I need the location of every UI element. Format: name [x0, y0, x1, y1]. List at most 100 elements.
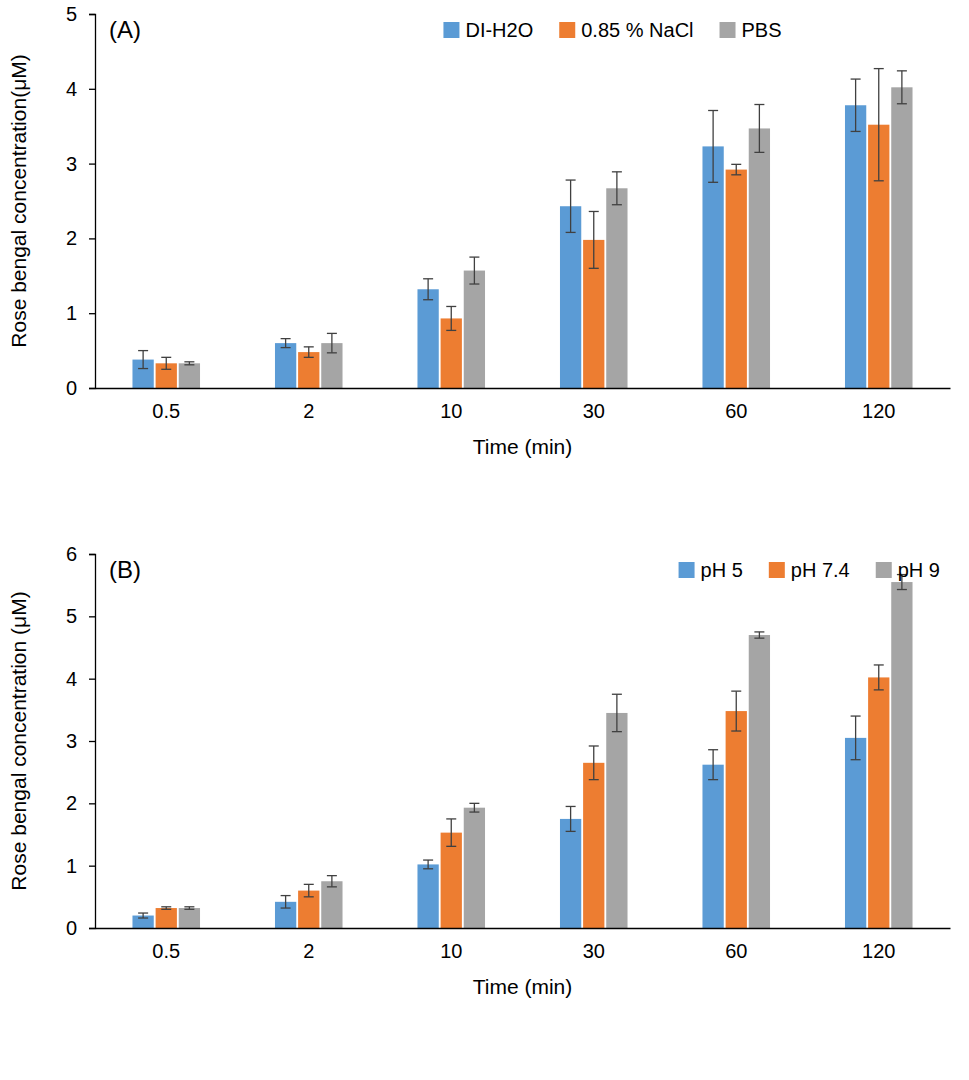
- error-bar-line: [423, 299, 433, 300]
- error-bar-line: [712, 750, 713, 780]
- error-bar-line: [851, 759, 861, 760]
- error-bar-line: [474, 803, 475, 812]
- tick: 1: [66, 302, 95, 324]
- error-bar-line: [754, 104, 764, 105]
- tick-label: 10: [440, 400, 462, 422]
- error-bar-line: [423, 278, 433, 279]
- tick: 10: [440, 940, 462, 962]
- error-bar: [327, 333, 337, 352]
- tick-label: 120: [862, 940, 895, 962]
- error-bar-line: [593, 211, 594, 268]
- panel-label: (A): [109, 16, 141, 43]
- error-bar-line: [731, 690, 741, 691]
- error-bar-line: [331, 333, 332, 352]
- bar: [417, 864, 438, 928]
- series: [156, 69, 890, 388]
- error-bar-line: [327, 886, 337, 887]
- tick-mark: [89, 554, 95, 555]
- error-bar: [851, 79, 861, 131]
- error-bar: [423, 860, 433, 869]
- error-bar: [446, 306, 456, 330]
- error-bar-line: [446, 846, 456, 847]
- legend-item: pH 9: [876, 559, 940, 581]
- error-bar: [708, 750, 718, 780]
- error-bar-line: [327, 333, 337, 334]
- legend-label: DI-H2O: [465, 19, 533, 41]
- error-bar-line: [451, 306, 452, 330]
- error-bar-line: [138, 917, 148, 918]
- bar: [179, 908, 200, 928]
- error-bar-line: [708, 779, 718, 780]
- error-bar-line: [612, 171, 622, 172]
- error-bar: [469, 803, 479, 812]
- legend-swatch: [443, 22, 459, 38]
- error-bar: [304, 884, 314, 896]
- y-axis: 012345: [66, 3, 96, 399]
- tick-label: 30: [583, 400, 605, 422]
- error-bar-line: [281, 895, 291, 896]
- bar: [726, 711, 747, 928]
- panel-label: (B): [109, 556, 141, 583]
- legend-item: DI-H2O: [443, 19, 533, 41]
- error-bar: [589, 211, 599, 268]
- tick: 4: [66, 78, 95, 100]
- error-bar-line: [469, 803, 479, 804]
- error-bar: [138, 351, 148, 369]
- error-bar: [874, 69, 884, 181]
- tick: 0: [66, 917, 95, 939]
- bar: [891, 87, 912, 388]
- legend-label: pH 5: [701, 559, 743, 581]
- legend: DI-H2O0.85 % NaClPBS: [443, 19, 781, 41]
- error-bar-line: [616, 172, 617, 205]
- bar: [845, 105, 866, 388]
- tick-label: 2: [66, 792, 77, 814]
- error-bar: [446, 819, 456, 846]
- error-bar-line: [708, 110, 718, 111]
- error-bar-line: [281, 338, 291, 339]
- error-bar-line: [308, 884, 309, 896]
- error-bar: [281, 896, 291, 908]
- bar: [749, 128, 770, 388]
- bar: [179, 363, 200, 388]
- tick: 120: [862, 940, 895, 962]
- bar: [726, 170, 747, 388]
- error-bar-line: [427, 279, 428, 300]
- bar: [749, 635, 770, 928]
- legend-label: 0.85 % NaCl: [581, 19, 693, 41]
- tick-label: 4: [66, 78, 77, 100]
- legend-swatch: [769, 562, 785, 578]
- error-bar-line: [731, 730, 741, 731]
- error-bar: [281, 339, 291, 348]
- tick-label: 3: [66, 153, 77, 175]
- tick-mark: [89, 741, 95, 742]
- tick-label: 2: [303, 940, 314, 962]
- error-bar-line: [451, 819, 452, 846]
- legend-swatch: [720, 22, 736, 38]
- legend-item: pH 7.4: [769, 559, 850, 581]
- error-bar-line: [281, 347, 291, 348]
- error-bar-line: [166, 357, 167, 369]
- error-bar-line: [423, 868, 433, 869]
- tick: 30: [583, 940, 605, 962]
- error-bar: [897, 71, 907, 104]
- tick-label: 0: [66, 917, 77, 939]
- x-axis: 0.52103060120: [96, 389, 951, 423]
- error-bar-line: [616, 694, 617, 731]
- y-axis-title: Rose bengal concentration (μM): [7, 591, 30, 890]
- error-bar-line: [612, 731, 622, 732]
- error-bar-line: [731, 174, 741, 175]
- error-bar-line: [855, 716, 856, 760]
- tick: 5: [66, 605, 95, 627]
- tick-mark: [89, 803, 95, 804]
- tick: 2: [66, 792, 95, 814]
- tick-label: 3: [66, 730, 77, 752]
- tick-label: 4: [66, 668, 77, 690]
- tick-label: 1: [66, 855, 77, 877]
- error-bar-line: [308, 347, 309, 357]
- error-bar: [589, 746, 599, 780]
- tick-label: 0: [66, 377, 77, 399]
- figure: 0123450.52103060120Time (min)Rose bengal…: [0, 0, 969, 1080]
- tick: 5: [66, 3, 95, 25]
- error-bar: [566, 806, 576, 831]
- error-bar-line: [759, 632, 760, 638]
